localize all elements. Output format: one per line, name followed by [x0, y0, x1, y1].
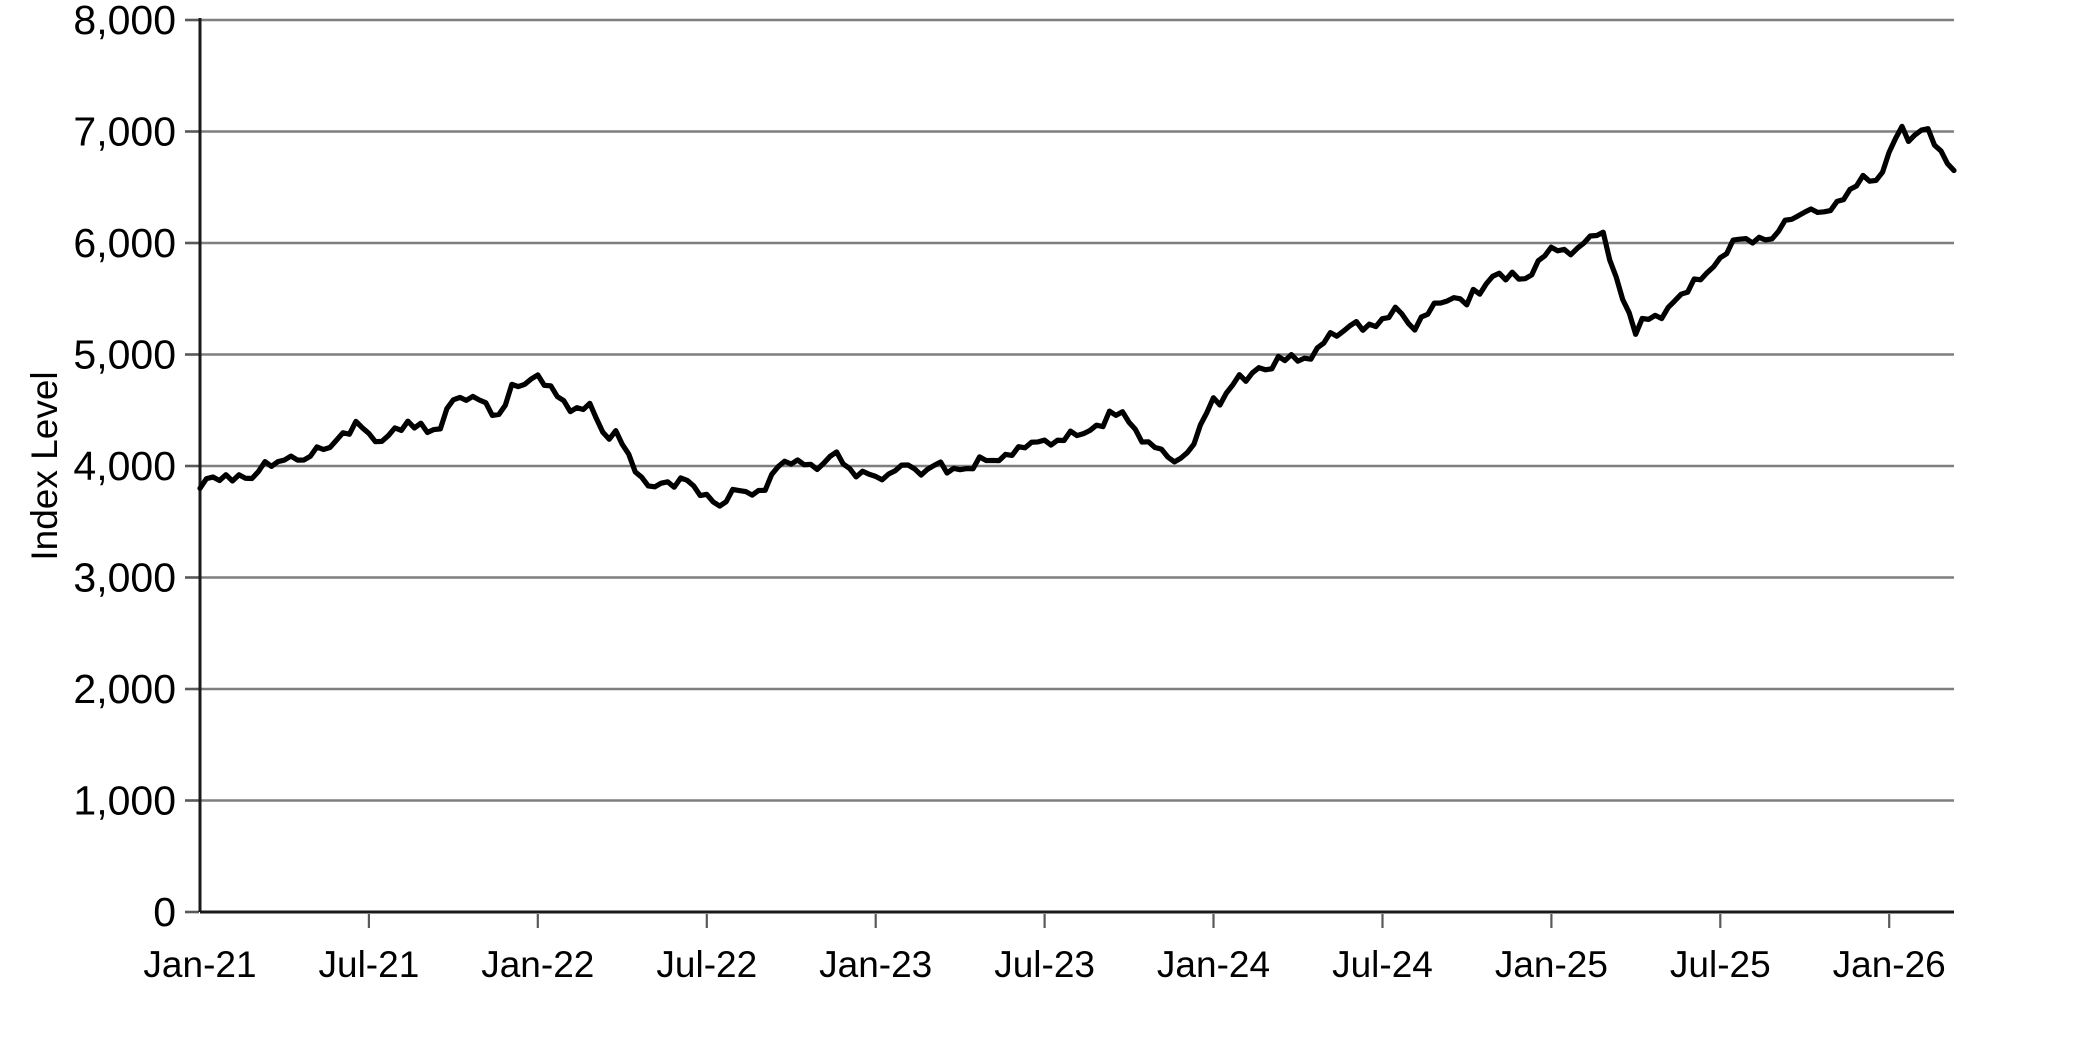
svg-text:Jan-22: Jan-22	[481, 944, 594, 985]
svg-text:Jul-25: Jul-25	[1670, 944, 1771, 985]
svg-text:6,000: 6,000	[73, 220, 176, 266]
svg-text:2,000: 2,000	[73, 666, 176, 712]
svg-text:4,000: 4,000	[73, 443, 176, 489]
svg-text:Jul-23: Jul-23	[994, 944, 1095, 985]
svg-text:Jan-25: Jan-25	[1495, 944, 1608, 985]
svg-text:1,000: 1,000	[73, 778, 176, 824]
svg-text:Index Level: Index Level	[24, 371, 65, 560]
svg-text:Jan-21: Jan-21	[143, 944, 256, 985]
svg-text:Jan-23: Jan-23	[819, 944, 932, 985]
svg-text:Jul-24: Jul-24	[1332, 944, 1433, 985]
svg-text:7,000: 7,000	[73, 109, 176, 155]
svg-text:Jul-21: Jul-21	[319, 944, 420, 985]
svg-text:8,000: 8,000	[73, 0, 176, 43]
svg-text:Jan-26: Jan-26	[1833, 944, 1946, 985]
svg-text:5,000: 5,000	[73, 332, 176, 378]
svg-text:Jul-22: Jul-22	[656, 944, 757, 985]
svg-text:Jan-24: Jan-24	[1157, 944, 1270, 985]
svg-text:0: 0	[153, 889, 176, 935]
svg-text:3,000: 3,000	[73, 555, 176, 601]
